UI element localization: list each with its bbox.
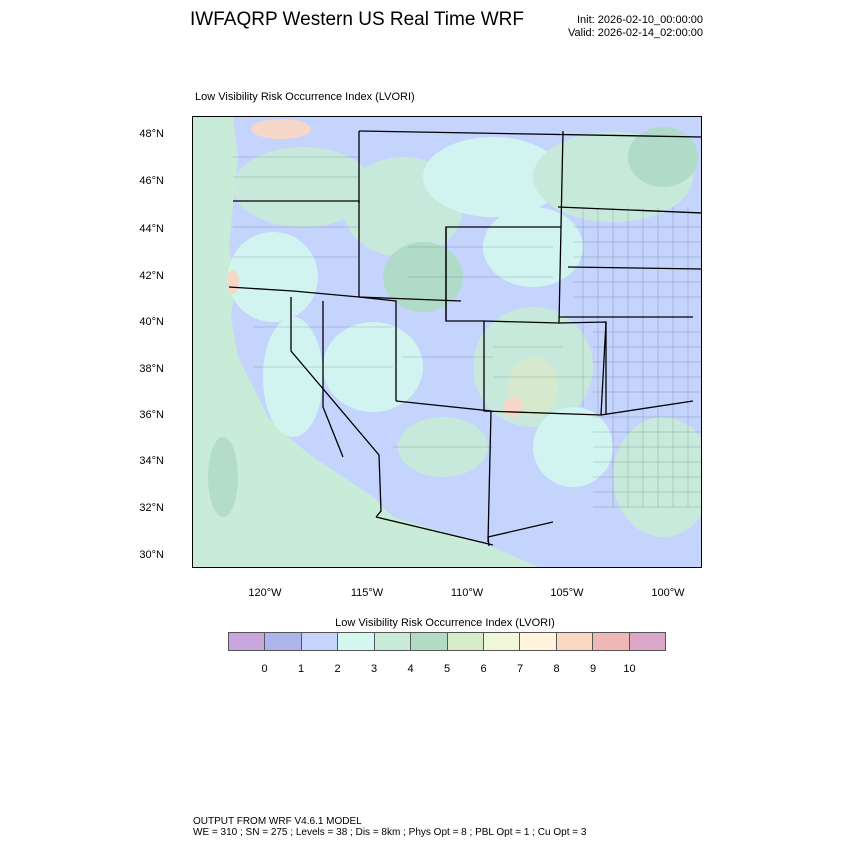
- map-svg: [193, 117, 701, 567]
- footer-line-2: WE = 310 ; SN = 275 ; Levels = 38 ; Dis …: [193, 827, 587, 838]
- lon-tick: 100°W: [651, 587, 685, 599]
- colorbar-label: 4: [407, 663, 414, 675]
- colorbar-swatch: [301, 633, 339, 650]
- colorbar-swatch: [265, 633, 302, 650]
- model-footer: OUTPUT FROM WRF V4.6.1 MODEL WE = 310 ; …: [193, 816, 586, 838]
- lon-tick: 105°W: [550, 587, 584, 599]
- lon-tick: 115°W: [350, 587, 384, 599]
- state-borders: [228, 130, 701, 547]
- colorbar-swatch: [629, 633, 666, 650]
- colorbar-title: Low Visibility Risk Occurrence Index (LV…: [335, 617, 555, 629]
- time-info: Init: 2026-02-10_00:00:00 Valid: 2026-02…: [568, 14, 703, 40]
- map-panel: [192, 116, 702, 568]
- colorbar-label: 8: [553, 663, 560, 675]
- colorbar-swatch: [229, 633, 266, 650]
- lat-tick: 44°N: [139, 223, 164, 235]
- colorbar-swatch: [556, 633, 594, 650]
- lat-tick: 40°N: [139, 316, 164, 328]
- colorbar-swatch: [593, 633, 630, 650]
- field-subtitle: Low Visibility Risk Occurrence Index (LV…: [195, 91, 415, 103]
- colorbar-swatch: [447, 633, 484, 650]
- lat-tick: 38°N: [139, 363, 164, 375]
- init-time: Init: 2026-02-10_00:00:00: [577, 14, 703, 26]
- county-grid: [233, 156, 701, 508]
- colorbar-swatch: [483, 633, 521, 650]
- valid-time: Valid: 2026-02-14_02:00:00: [568, 27, 703, 39]
- lon-tick: 120°W: [248, 587, 282, 599]
- colorbar-label: 2: [334, 663, 341, 675]
- colorbar-swatch: [338, 633, 375, 650]
- colorbar-label: 3: [370, 663, 378, 675]
- colorbar: [228, 632, 666, 651]
- colorbar-label: 7: [516, 663, 524, 675]
- colorbar-label: 0: [261, 663, 268, 675]
- colorbar-swatch: [374, 633, 412, 650]
- lat-tick: 32°N: [139, 502, 164, 514]
- lat-tick: 34°N: [139, 455, 164, 467]
- lat-tick: 30°N: [139, 549, 164, 561]
- plot-title: IWFAQRP Western US Real Time WRF: [190, 9, 524, 30]
- colorbar-label: 6: [480, 663, 487, 675]
- colorbar-swatch: [411, 633, 448, 650]
- lat-tick: 36°N: [139, 409, 164, 421]
- lat-tick: 48°N: [139, 128, 164, 140]
- colorbar-swatch: [520, 633, 557, 650]
- colorbar-label: 5: [443, 663, 451, 675]
- lat-tick: 46°N: [139, 175, 164, 187]
- footer-line-1: OUTPUT FROM WRF V4.6.1 MODEL: [193, 816, 362, 827]
- lat-tick: 42°N: [139, 270, 164, 282]
- colorbar-label: 9: [589, 663, 597, 675]
- colorbar-label: 10: [623, 663, 636, 675]
- lon-tick: 110°W: [450, 587, 484, 599]
- colorbar-label: 1: [297, 663, 305, 675]
